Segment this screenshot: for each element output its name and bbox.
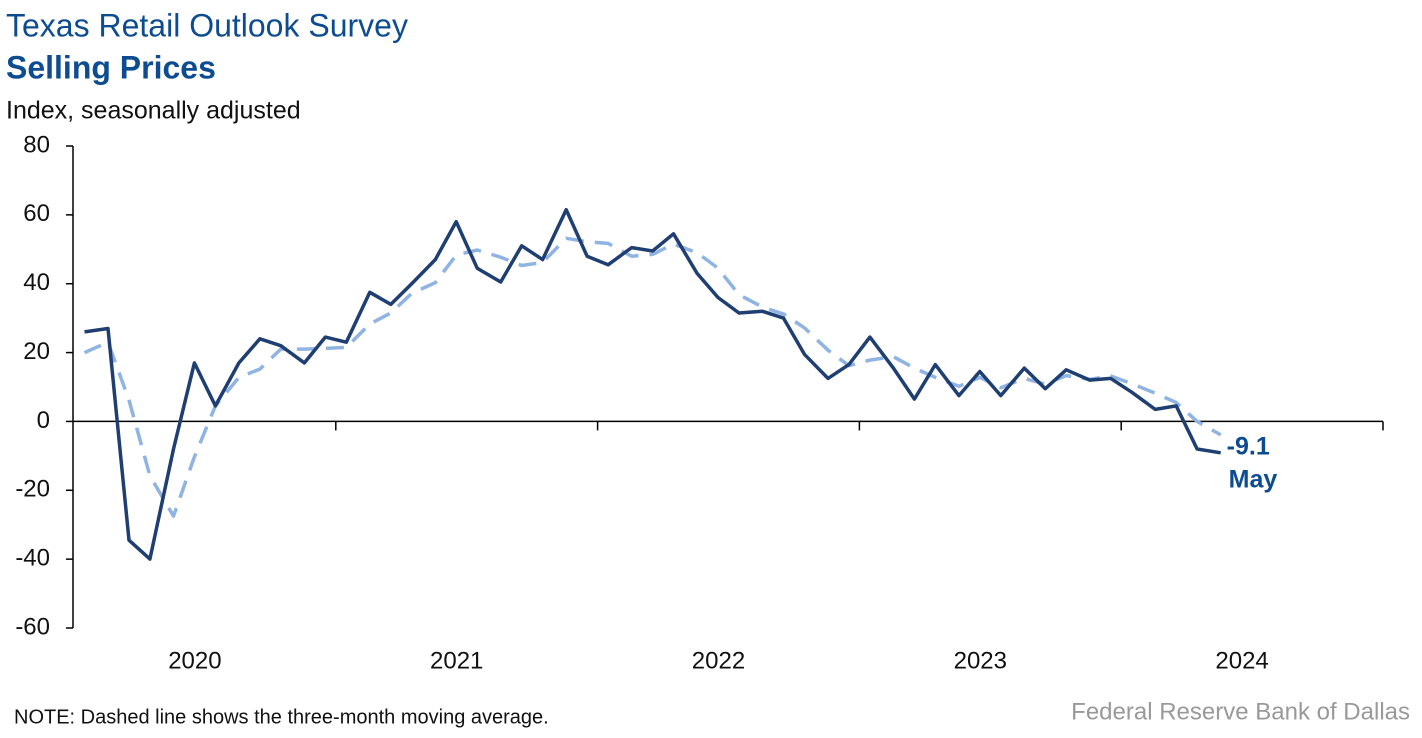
- x-tick-label: 2020: [168, 647, 221, 674]
- x-tick-label: 2023: [954, 647, 1007, 674]
- moving-average-line: [83, 236, 1222, 518]
- source: Federal Reserve Bank of Dallas: [1071, 698, 1410, 725]
- y-tick-label: -40: [15, 544, 50, 571]
- y-tick-label: 80: [23, 131, 50, 158]
- annotation: May: [1229, 466, 1278, 494]
- y-tick-label: 60: [23, 200, 50, 227]
- chart-title: Texas Retail Outlook Survey: [6, 7, 408, 43]
- chart-subtitle: Selling Prices: [6, 49, 216, 85]
- y-tick-label: 40: [23, 269, 50, 296]
- y-tick-label: -60: [15, 613, 50, 640]
- note: NOTE: Dashed line shows the three-month …: [14, 706, 549, 728]
- y-axis-label: Index, seasonally adjusted: [6, 97, 301, 125]
- y-tick-label: -20: [15, 476, 50, 503]
- data-line: [84, 207, 1221, 561]
- x-tick-label: 2024: [1215, 647, 1268, 674]
- x-tick-label: 2021: [430, 647, 483, 674]
- y-tick-label: 0: [37, 407, 50, 434]
- value-label: -9.1: [1227, 433, 1270, 461]
- y-tick-label: 20: [23, 338, 50, 365]
- x-tick-label: 2022: [692, 647, 745, 674]
